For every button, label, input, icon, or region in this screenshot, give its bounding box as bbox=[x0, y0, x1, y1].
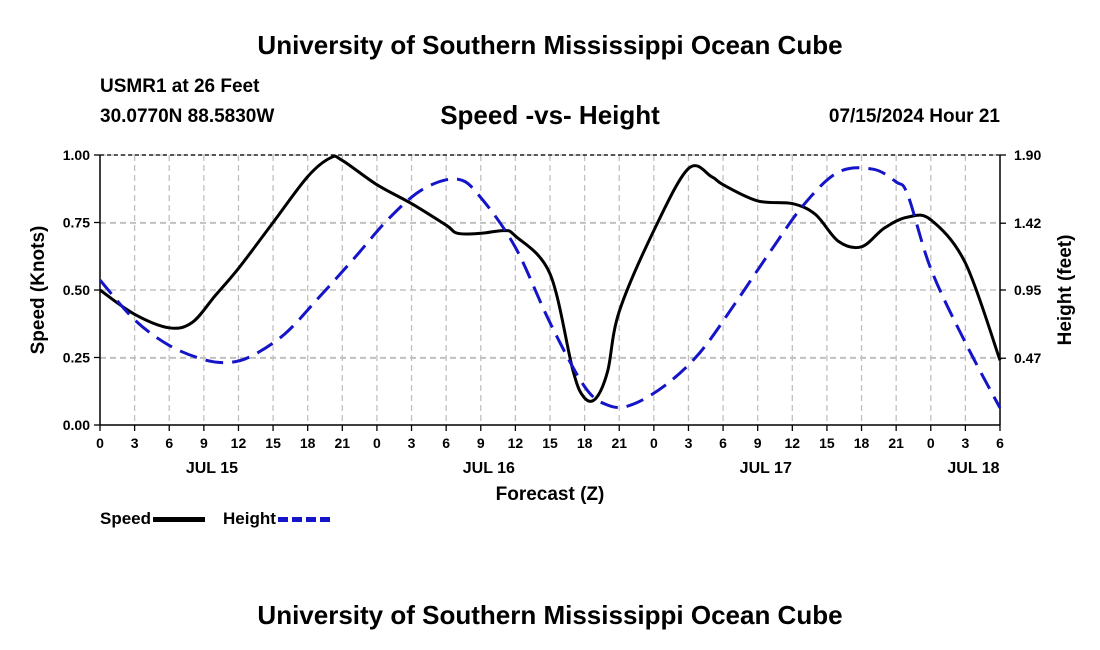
x-tick-label: 0 bbox=[96, 435, 104, 451]
x-tick-label: 6 bbox=[165, 435, 173, 451]
y2-tick-label: 0.47 bbox=[1014, 350, 1041, 366]
y-tick-label: 0.25 bbox=[63, 350, 90, 366]
x-tick-label: 6 bbox=[719, 435, 727, 451]
y-tick-label: 0.00 bbox=[63, 417, 90, 433]
x-tick-label: 12 bbox=[508, 435, 524, 451]
x-tick-label: 3 bbox=[131, 435, 139, 451]
x-tick-label: 18 bbox=[577, 435, 593, 451]
grid bbox=[100, 154, 1000, 425]
y2-tick-label: 0.95 bbox=[1014, 282, 1041, 298]
legend-speed-label: Speed bbox=[100, 509, 152, 528]
x-tick-label: 3 bbox=[408, 435, 416, 451]
x-tick-label: 9 bbox=[477, 435, 485, 451]
series bbox=[98, 154, 1002, 409]
x-tick-label: 21 bbox=[888, 435, 904, 451]
y2-tick-label: 1.42 bbox=[1014, 215, 1041, 231]
series-line-speed bbox=[99, 154, 1002, 403]
x-tick-label: 12 bbox=[231, 435, 247, 451]
y-tick-label: 1.00 bbox=[63, 147, 90, 163]
chart-title: Speed -vs- Height bbox=[440, 100, 660, 130]
date-label: JUL 17 bbox=[740, 460, 792, 477]
x-tick-label: 21 bbox=[611, 435, 627, 451]
x-axis-label: Forecast (Z) bbox=[496, 484, 605, 505]
legend-speed-swatch bbox=[153, 516, 206, 522]
x-tick-label: 6 bbox=[996, 435, 1004, 451]
x-tick-label: 15 bbox=[819, 435, 835, 451]
x-tick-label: 9 bbox=[754, 435, 762, 451]
station-name: USMR1 at 26 Feet bbox=[100, 76, 260, 97]
x-tick-label: 0 bbox=[927, 435, 935, 451]
x-tick-label: 0 bbox=[650, 435, 658, 451]
x-tick-label: 15 bbox=[265, 435, 281, 451]
date-label: JUL 15 bbox=[186, 460, 238, 477]
x-tick-label: 0 bbox=[373, 435, 381, 451]
legend-height-swatch bbox=[277, 516, 330, 522]
main-title: University of Southern Mississippi Ocean… bbox=[257, 30, 843, 60]
x-tick-label: 15 bbox=[542, 435, 558, 451]
legend-item-speed: Speed bbox=[100, 509, 206, 529]
axes: 0 3 6 9 12 15 18 21 0 3 6 9 12 15 18 21 0 3 6 9 12 15 18 21 0 3 6J… bbox=[63, 147, 1042, 477]
y2-axis-label: Height (feet) bbox=[1055, 235, 1076, 346]
run-time: 07/15/2024 Hour 21 bbox=[828, 106, 1000, 127]
x-tick-label: 9 bbox=[200, 435, 208, 451]
legend: Speed Height bbox=[100, 509, 348, 529]
footer-title: University of Southern Mississippi Ocean… bbox=[257, 600, 843, 630]
station-coords: 30.0770N 88.5830W bbox=[100, 106, 275, 127]
x-tick-label: 18 bbox=[300, 435, 316, 451]
date-label: JUL 18 bbox=[947, 460, 999, 477]
x-tick-label: 12 bbox=[785, 435, 801, 451]
y-axis-label: Speed (Knots) bbox=[28, 226, 49, 355]
x-tick-label: 6 bbox=[442, 435, 450, 451]
series-line-height bbox=[98, 166, 1002, 409]
y-tick-label: 0.50 bbox=[63, 282, 90, 298]
legend-item-height: Height bbox=[223, 509, 330, 529]
x-tick-label: 18 bbox=[854, 435, 870, 451]
y2-tick-label: 1.90 bbox=[1014, 147, 1041, 163]
y-tick-label: 0.75 bbox=[63, 215, 90, 231]
x-tick-label: 3 bbox=[685, 435, 693, 451]
x-tick-label: 21 bbox=[335, 435, 351, 451]
x-tick-label: 3 bbox=[961, 435, 969, 451]
date-label: JUL 16 bbox=[463, 460, 515, 477]
legend-height-label: Height bbox=[223, 509, 276, 528]
